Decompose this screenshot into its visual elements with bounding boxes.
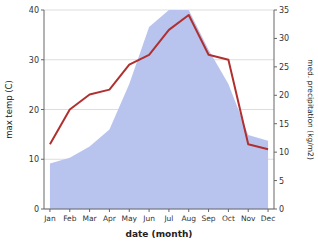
x-tick <box>49 209 50 212</box>
y2-tick-label: 0 <box>279 205 284 214</box>
x-tick <box>208 209 209 212</box>
x-tick-label: Jul <box>163 214 173 223</box>
grid-line <box>44 209 274 210</box>
x-tick-label: Feb <box>63 214 77 223</box>
y2-tick <box>274 209 277 210</box>
y2-tick-label: 20 <box>279 91 289 100</box>
x-tick <box>69 209 70 212</box>
y2-tick-label: 10 <box>279 148 289 157</box>
x-tick <box>129 209 130 212</box>
y2-axis <box>274 10 275 209</box>
y-tick <box>41 209 44 210</box>
y2-tick <box>274 180 277 181</box>
y-tick-label: 0 <box>34 205 39 214</box>
x-tick <box>268 209 269 212</box>
x-tick-label: Aug <box>181 214 196 223</box>
y-tick <box>41 159 44 160</box>
y2-tick-label: 35 <box>279 6 289 15</box>
x-tick-label: Jan <box>43 214 56 223</box>
y2-tick <box>274 152 277 153</box>
y2-tick <box>274 95 277 96</box>
temperature-line <box>50 15 268 149</box>
y2-tick-label: 5 <box>279 177 284 186</box>
y2-tick <box>274 10 277 11</box>
plot-area <box>50 10 268 209</box>
x-tick-label: Apr <box>103 214 117 223</box>
y-tick-label: 10 <box>29 155 39 164</box>
x-tick-label: May <box>122 214 138 223</box>
x-tick-label: Oct <box>222 214 235 223</box>
x-tick-label: Mar <box>83 214 98 223</box>
y2-tick-label: 25 <box>279 63 289 72</box>
y2-axis-label: med. precipitation (kg/m2) <box>306 59 315 160</box>
x-tick <box>228 209 229 212</box>
y-tick <box>41 109 44 110</box>
x-tick-label: Jun <box>142 214 155 223</box>
x-tick <box>248 209 249 212</box>
x-tick-label: Dec <box>261 214 276 223</box>
x-tick <box>89 209 90 212</box>
y-axis-label: max temp (C) <box>4 80 14 139</box>
y2-tick <box>274 123 277 124</box>
y-tick <box>41 59 44 60</box>
chart: 0 10 20 30 40 0 5 10 15 20 25 30 35 Jan Feb Mar Apr May Ju… <box>0 0 318 247</box>
x-axis <box>44 209 274 210</box>
y2-tick-label: 15 <box>279 120 289 129</box>
x-tick-label: Sep <box>201 214 215 223</box>
x-tick <box>168 209 169 212</box>
x-tick <box>149 209 150 212</box>
x-tick-label: Nov <box>241 214 256 223</box>
x-axis-label: date (month) <box>126 229 193 239</box>
y-tick <box>41 10 44 11</box>
x-tick <box>188 209 189 212</box>
y-tick-label: 30 <box>29 56 39 65</box>
y-tick-label: 20 <box>29 106 39 115</box>
grid-line <box>44 10 274 11</box>
y2-tick-label: 30 <box>279 34 289 43</box>
y2-tick <box>274 38 277 39</box>
y2-tick <box>274 66 277 67</box>
x-tick <box>109 209 110 212</box>
precipitation-area <box>50 10 268 209</box>
y-tick-label: 40 <box>29 6 39 15</box>
